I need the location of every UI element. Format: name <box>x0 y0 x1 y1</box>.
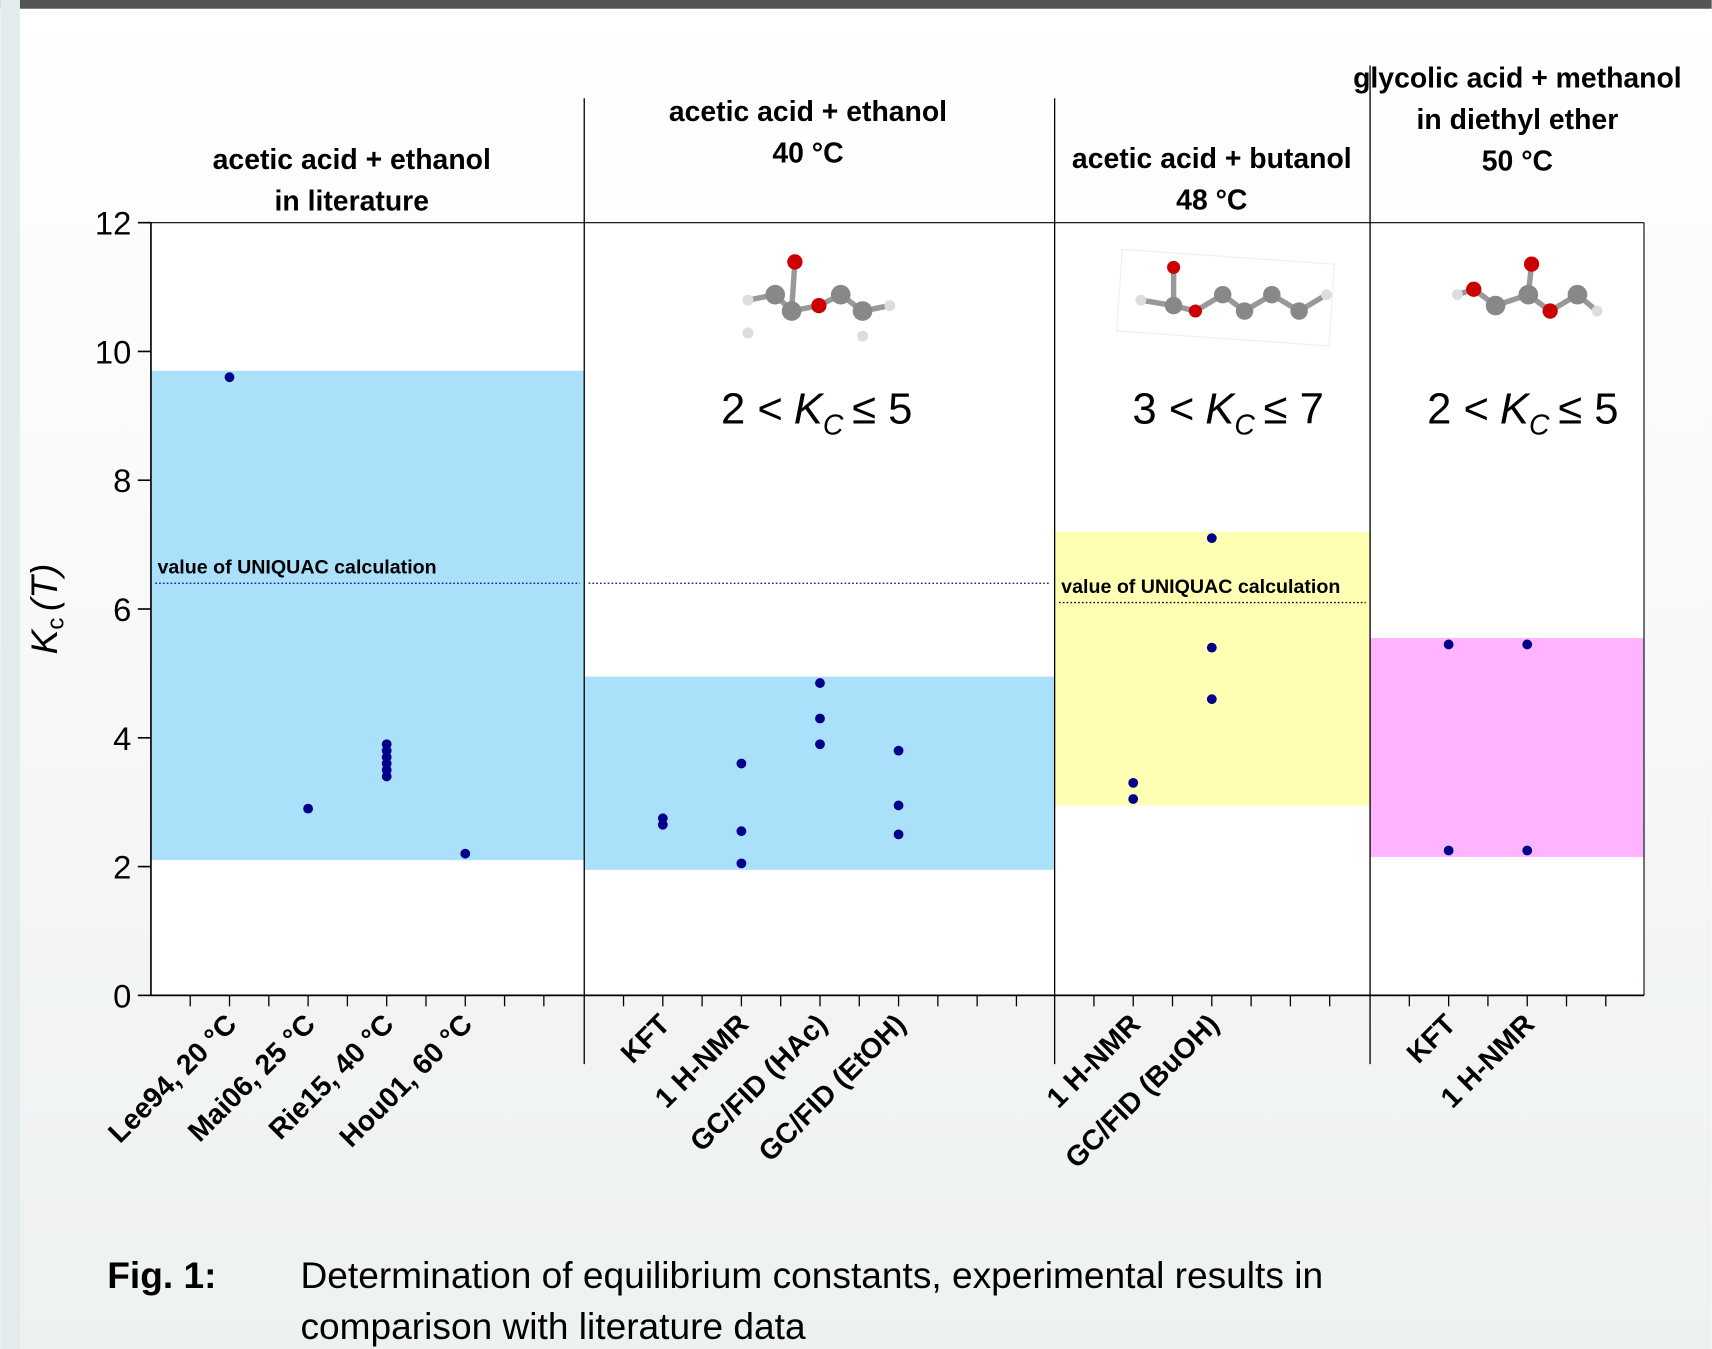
range-annotation: 2 <KC≤ 5 <box>721 384 912 441</box>
y-tick-label: 8 <box>113 462 131 499</box>
data-point <box>1128 794 1138 804</box>
page: Kc (T) Fig. 1: Determination of equilibri… <box>0 0 1712 1349</box>
panel-title: acetic acid + ethanol <box>213 144 491 176</box>
panel-title: 48 °C <box>1176 185 1247 217</box>
panel-title: glycolic acid + methanol <box>1353 62 1682 94</box>
y-label-argument: (T) <box>23 564 65 611</box>
data-point <box>1207 694 1217 704</box>
y-tick-label: 0 <box>113 977 131 1014</box>
range-band <box>1370 638 1644 857</box>
data-point <box>1444 640 1454 650</box>
y-label-subscript: c <box>43 618 70 630</box>
data-point <box>382 739 392 749</box>
data-point <box>894 801 904 811</box>
data-point <box>1207 533 1217 543</box>
annotation-left: 2 < <box>721 384 783 433</box>
range-band <box>1055 532 1370 806</box>
panel-title: 50 °C <box>1482 145 1553 177</box>
data-point <box>894 746 904 756</box>
y-tick-label: 10 <box>95 333 131 370</box>
data-point <box>815 678 825 688</box>
annotation-right: ≤ 5 <box>852 384 912 433</box>
panel-title: 40 °C <box>772 138 843 170</box>
y-tick-label: 2 <box>113 849 131 886</box>
annotation-subscript: C <box>823 409 844 441</box>
data-point <box>1444 846 1454 856</box>
data-point <box>894 829 904 839</box>
annotation-left: 2 < <box>1427 384 1489 433</box>
caption-line: Determination of equilibrium constants, … <box>300 1254 1323 1296</box>
y-axis-label: Kc (T) <box>23 564 70 655</box>
panel-title: acetic acid + ethanol <box>669 96 947 128</box>
range-annotation: 3 <KC ≤ 7 <box>1132 384 1323 441</box>
data-point <box>225 372 235 382</box>
data-point <box>303 804 313 814</box>
range-band <box>151 371 584 860</box>
data-point <box>1522 640 1532 650</box>
data-point <box>1522 846 1532 856</box>
annotation-symbol: K <box>1500 384 1531 433</box>
y-label-symbol: K <box>23 627 65 654</box>
data-point <box>815 739 825 749</box>
range-band <box>584 677 1054 870</box>
data-point <box>736 858 746 868</box>
top-border <box>0 0 1711 9</box>
data-point <box>1207 643 1217 653</box>
annotation-right: ≤ 5 <box>1558 384 1618 433</box>
y-tick-label: 12 <box>95 205 131 242</box>
reference-label: value of UNIQUAC calculation <box>1061 576 1340 598</box>
annotation-subscript: C <box>1234 409 1255 441</box>
caption-line: comparison with literature data <box>300 1305 806 1347</box>
y-tick-label: 4 <box>113 720 131 757</box>
data-point <box>460 849 470 859</box>
range-annotation: 2 <KC≤ 5 <box>1427 384 1618 441</box>
y-tick-label: 6 <box>113 591 131 628</box>
caption-label: Fig. 1: <box>107 1254 216 1296</box>
data-point <box>736 826 746 836</box>
reference-label: value of UNIQUAC calculation <box>157 556 436 578</box>
left-border <box>0 0 20 1349</box>
annotation-symbol: K <box>794 384 825 433</box>
annotation-right: ≤ 7 <box>1264 384 1324 433</box>
molecule-butyl-acetate <box>1117 249 1335 346</box>
panel-title: in literature <box>275 186 429 218</box>
data-point <box>736 759 746 769</box>
annotation-subscript: C <box>1529 409 1550 441</box>
panel-title: in diethyl ether <box>1417 104 1619 136</box>
data-point <box>658 813 668 823</box>
chart: Kc (T) Fig. 1: Determination of equilibri… <box>0 0 1712 1349</box>
data-point <box>1128 778 1138 788</box>
annotation-left: 3 < <box>1132 384 1194 433</box>
panel-title: acetic acid + butanol <box>1072 143 1352 175</box>
annotation-symbol: K <box>1205 384 1236 433</box>
data-point <box>815 714 825 724</box>
